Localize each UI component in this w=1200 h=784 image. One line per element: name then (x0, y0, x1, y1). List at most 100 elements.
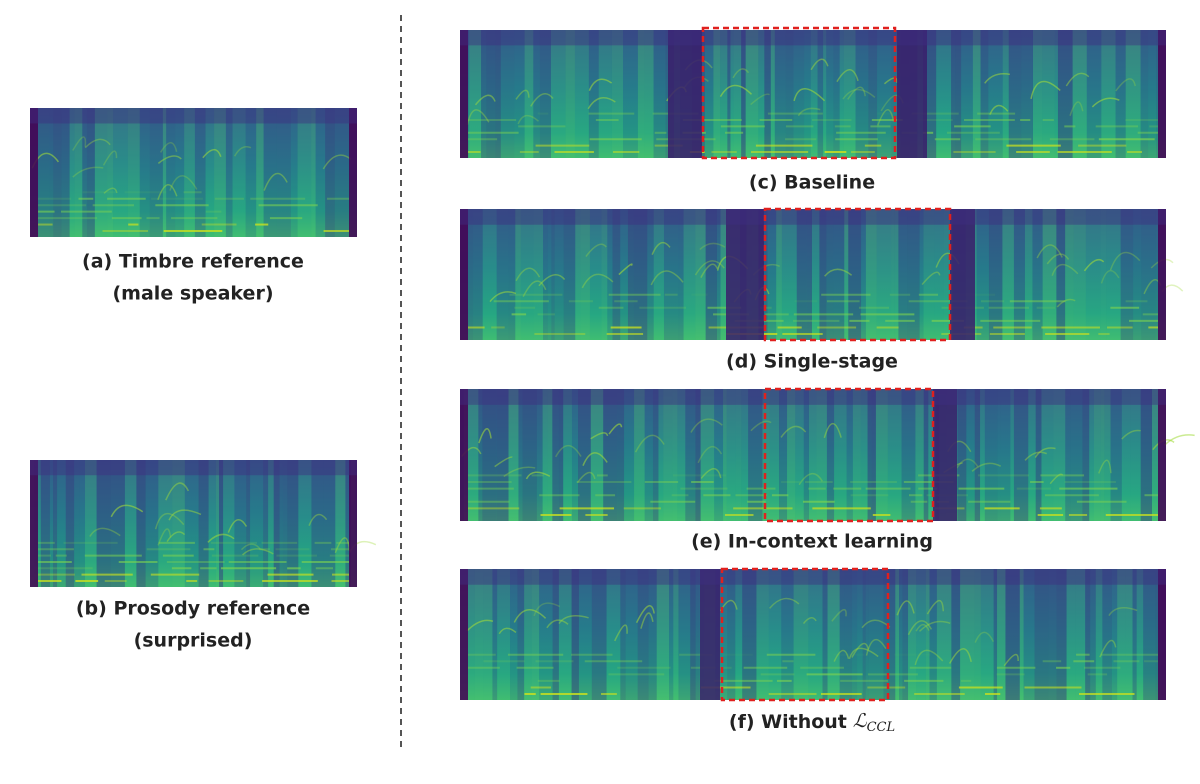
texture (736, 389, 742, 521)
texture (899, 569, 902, 700)
texture (951, 569, 960, 700)
caption: (c) Baseline (749, 172, 875, 194)
texture (508, 209, 515, 340)
texture (521, 209, 534, 340)
texture (678, 569, 690, 700)
texture (1075, 569, 1085, 700)
texture (868, 389, 872, 521)
texture (695, 209, 705, 340)
texture (961, 30, 973, 158)
caption: (b) Prosody reference (76, 598, 310, 620)
texture (603, 389, 617, 521)
texture (1117, 569, 1125, 700)
texture (847, 389, 853, 521)
top-band (460, 209, 1166, 225)
caption-text: (f) Without (729, 711, 847, 733)
texture (1035, 569, 1049, 700)
texture (1112, 569, 1117, 700)
texture (566, 30, 575, 158)
texture (533, 30, 540, 158)
math-subscript: CCL (867, 720, 896, 735)
texture (678, 209, 683, 340)
texture (1143, 569, 1155, 700)
top-band (30, 460, 357, 475)
silence (726, 209, 764, 340)
texture (1102, 569, 1112, 700)
texture (633, 209, 647, 340)
texture (575, 209, 580, 340)
edge (1158, 209, 1166, 340)
spectrogram (460, 209, 1183, 340)
texture (575, 30, 589, 158)
top-band (30, 108, 357, 123)
texture (551, 30, 566, 158)
texture (473, 209, 482, 340)
edge (460, 30, 468, 158)
texture (1141, 389, 1152, 521)
texture (1053, 389, 1065, 521)
texture (620, 569, 625, 700)
texture (316, 108, 326, 237)
texture (997, 569, 1005, 700)
texture (717, 209, 721, 340)
top-band (460, 569, 1166, 585)
texture (543, 389, 548, 521)
edge (349, 108, 357, 237)
texture (335, 108, 350, 237)
texture (795, 389, 804, 521)
texture (808, 569, 822, 700)
texture (695, 389, 700, 521)
texture (501, 30, 515, 158)
texture (1131, 389, 1141, 521)
silence (933, 389, 957, 521)
caption: (d) Single-stage (726, 351, 898, 373)
texture (158, 460, 172, 587)
silence (668, 30, 702, 158)
texture (537, 389, 543, 521)
texture (125, 460, 137, 587)
texture (828, 569, 840, 700)
texture (994, 569, 997, 700)
texture (696, 569, 700, 700)
texture (634, 389, 645, 521)
texture (1065, 209, 1074, 340)
texture (136, 460, 145, 587)
texture (1049, 569, 1057, 700)
caption: (e) In-context learning (691, 531, 933, 553)
spectrogram (30, 108, 357, 237)
texture (888, 389, 902, 521)
texture (775, 30, 786, 158)
texture (1086, 209, 1101, 340)
texture (620, 209, 628, 340)
spectrogram (460, 569, 1166, 700)
edge (460, 389, 468, 521)
texture (823, 569, 828, 700)
texture (163, 108, 166, 237)
texture (626, 569, 638, 700)
texture (1085, 569, 1090, 700)
texture (509, 389, 519, 521)
texture (335, 460, 345, 587)
texture (647, 209, 653, 340)
texture (1106, 209, 1120, 340)
texture (770, 389, 779, 521)
texture (592, 569, 607, 700)
silence (950, 209, 975, 340)
spectrogram (30, 460, 376, 587)
texture (475, 569, 483, 700)
texture (1074, 209, 1086, 340)
texture (638, 569, 649, 700)
texture (548, 209, 551, 340)
texture (706, 209, 717, 340)
texture (559, 569, 572, 700)
texture (1014, 389, 1028, 521)
texture (876, 389, 888, 521)
texture (624, 389, 634, 521)
texture (256, 108, 263, 237)
texture (497, 569, 510, 700)
texture (97, 460, 111, 587)
texture (523, 389, 537, 521)
texture (844, 209, 848, 340)
